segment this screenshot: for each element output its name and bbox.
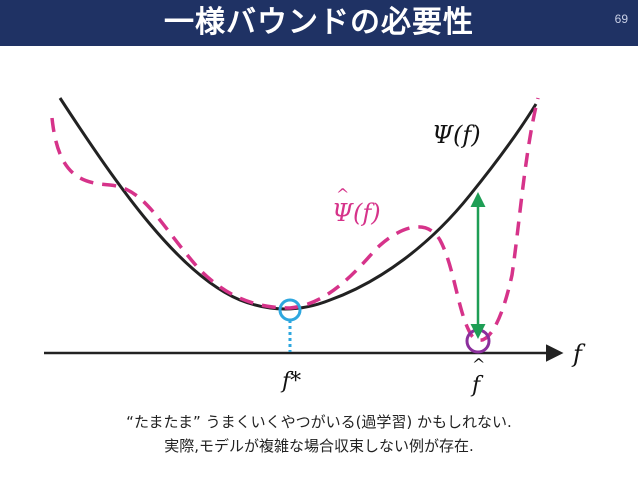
psi-hat-accent: ^ xyxy=(336,185,349,204)
f-hat-accent: ^ xyxy=(472,355,485,374)
slide-title: 一様バウンドの必要性 xyxy=(164,5,474,40)
caption-line-2: 実際,モデルが複雑な場合収束しない例が存在. xyxy=(164,437,474,455)
title-bar xyxy=(0,0,638,46)
psi-label: Ψ(f) xyxy=(432,121,481,149)
f-star-marker xyxy=(278,298,302,322)
f-star-label: f* xyxy=(280,369,301,394)
caption: “たまたま” うまくいくやつがいる(過学習) かもしれない. 実際,モデルが複雑… xyxy=(0,410,638,458)
true-risk-curve xyxy=(58,97,538,311)
caption-line-1: “たまたま” うまくいくやつがいる(過学習) かもしれない. xyxy=(126,413,512,431)
f-axis-label: f xyxy=(571,340,586,368)
risk-diagram: Ψ(f) Ψ(f) ^ f f* f ^ xyxy=(44,97,586,398)
f-hat-label: f xyxy=(470,373,484,398)
psi-hat-label: Ψ(f) xyxy=(332,199,381,227)
page-number: 69 xyxy=(614,12,628,26)
